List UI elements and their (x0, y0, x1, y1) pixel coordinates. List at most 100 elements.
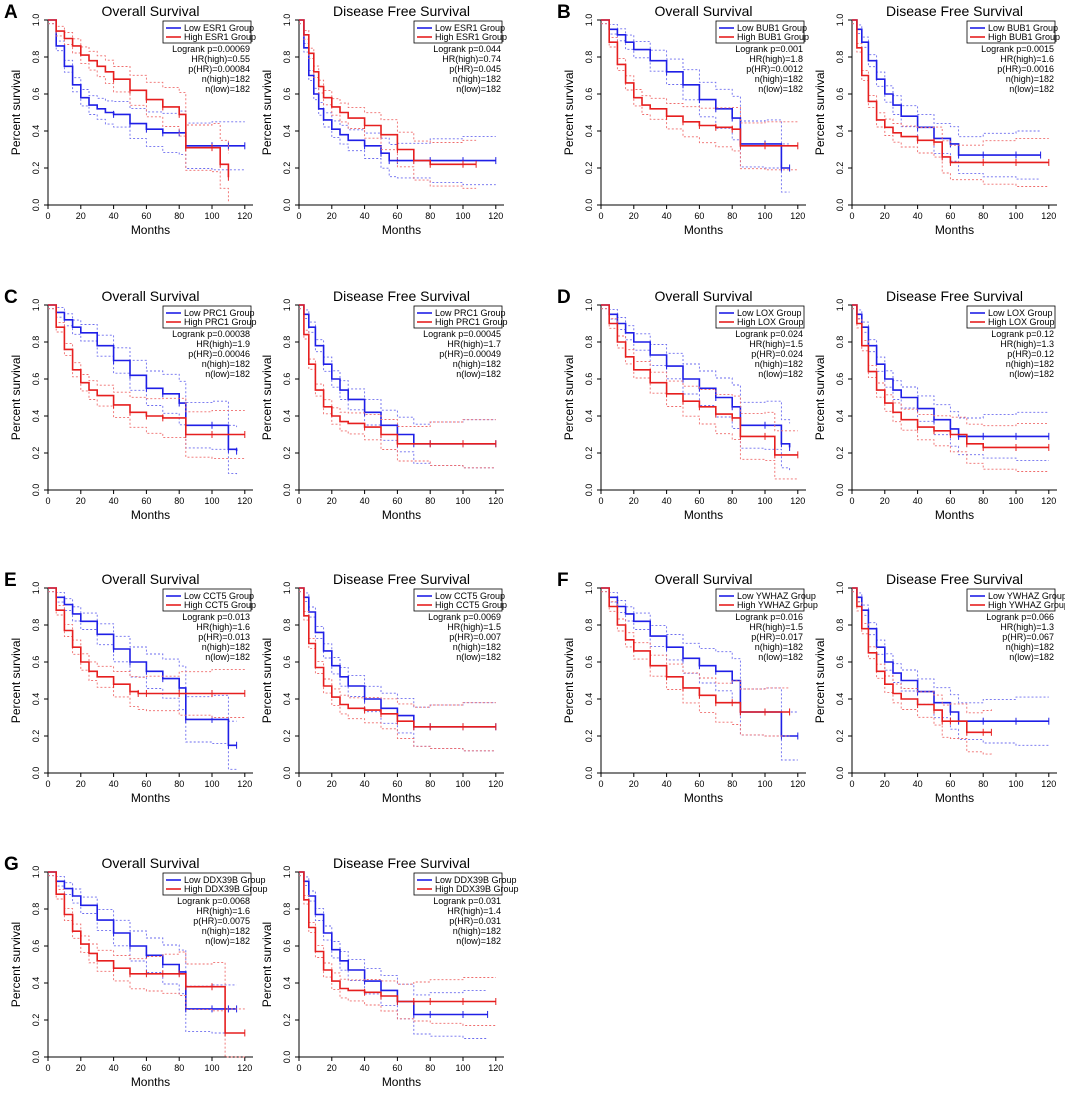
survival-plot: C Overall Survival 0 20 40 60 80 100 120 0.0 0.2 0.… (4, 287, 257, 522)
y-tick-label: 1.0 (31, 299, 41, 312)
high-group-confidence-band (48, 23, 229, 202)
x-tick-label: 40 (913, 779, 923, 789)
stat-text: n(low)=182 (456, 652, 501, 662)
y-tick-label: 0.2 (584, 730, 594, 743)
y-axis-label: Percent survival (260, 355, 274, 440)
stat-text: n(low)=182 (758, 369, 803, 379)
y-tick-label: 0.6 (282, 940, 292, 953)
x-tick-label: 0 (598, 496, 603, 506)
x-tick-label: 40 (360, 496, 370, 506)
stat-text: Logrank p=0.066 (986, 612, 1054, 622)
y-tick-label: 1.0 (835, 582, 845, 595)
legend-label: High LOX Group (737, 317, 804, 327)
stat-text: n(high)=182 (755, 74, 803, 84)
stat-text: n(low)=182 (1009, 369, 1054, 379)
stat-text: n(high)=182 (755, 359, 803, 369)
x-tick-label: 0 (45, 496, 50, 506)
x-tick-label: 100 (455, 496, 470, 506)
x-tick-label: 60 (694, 779, 704, 789)
legend-label: Low CCT5 Group (184, 591, 254, 601)
y-tick-label: 0.6 (584, 656, 594, 669)
stat-text: p(HR)=0.12 (1007, 349, 1054, 359)
x-tick-label: 100 (757, 496, 772, 506)
stat-text: p(HR)=0.00049 (439, 349, 501, 359)
y-tick-label: 0.4 (282, 693, 292, 706)
y-tick-label: 0.0 (584, 484, 594, 497)
plot-title: Disease Free Survival (886, 3, 1023, 19)
low-group-confidence-band (299, 304, 496, 425)
stat-text: n(high)=182 (453, 74, 501, 84)
high-group-confidence-band (601, 308, 798, 480)
y-tick-label: 1.0 (282, 14, 292, 27)
stat-text: p(HR)=0.024 (751, 349, 803, 359)
high-group-confidence-band (48, 875, 245, 1058)
low-group-confidence-band (852, 23, 1041, 180)
x-tick-label: 100 (1008, 779, 1023, 789)
x-tick-label: 100 (204, 779, 219, 789)
stat-text: p(HR)=0.013 (198, 632, 250, 642)
y-tick-label: 0.2 (31, 1014, 41, 1027)
x-tick-label: 120 (1041, 496, 1056, 506)
x-tick-label: 0 (849, 779, 854, 789)
low-group-confidence-band (299, 871, 488, 996)
survival-plot: Disease Free Survival 0 20 40 60 80 100 120 0.0 0… (813, 288, 1057, 522)
x-tick-label: 80 (978, 211, 988, 221)
survival-plot: Disease Free Survival 0 20 40 60 80 100 120 0.0 0… (260, 571, 507, 805)
low-group-confidence-band (299, 308, 496, 469)
x-tick-label: 20 (76, 496, 86, 506)
x-tick-label: 0 (296, 779, 301, 789)
high-group-confidence-band (299, 19, 477, 143)
x-axis-label: Months (935, 508, 974, 522)
y-tick-label: 0.0 (31, 767, 41, 780)
legend-box (162, 305, 252, 329)
y-axis-label: Percent survival (813, 70, 827, 155)
x-axis-label: Months (382, 1075, 421, 1089)
x-axis-label: Months (684, 223, 723, 237)
legend-label: High LOX Group (988, 317, 1055, 327)
stat-text: n(high)=182 (453, 926, 501, 936)
low-group-confidence-band (48, 591, 237, 770)
plot-title: Overall Survival (654, 288, 752, 304)
y-tick-label: 0.4 (31, 410, 41, 423)
legend-label: High YWHAZ Group (988, 600, 1065, 610)
y-axis-label: Percent survival (9, 922, 23, 1007)
high-group-confidence-band (48, 19, 229, 154)
stat-text: HR(high)=1.5 (749, 622, 803, 632)
x-tick-label: 40 (913, 211, 923, 221)
x-tick-label: 80 (425, 779, 435, 789)
x-tick-label: 100 (1008, 211, 1023, 221)
y-tick-label: 0.0 (31, 484, 41, 497)
stat-text: Logrank p=0.013 (182, 612, 250, 622)
x-axis-label: Months (131, 1075, 170, 1089)
high-group-confidence-band (299, 591, 496, 752)
x-tick-label: 80 (174, 1063, 184, 1073)
y-tick-label: 0.2 (282, 1014, 292, 1027)
high-group-confidence-band (852, 591, 992, 756)
legend-box (162, 20, 252, 44)
low-group-survival-curve (48, 587, 237, 747)
survival-plot: F Overall Survival 0 20 40 60 80 100 120 0.0 0.2 0.… (557, 570, 818, 805)
legend-label: Low BUB1 Group (988, 23, 1058, 33)
y-tick-label: 0.8 (584, 336, 594, 349)
y-tick-label: 0.0 (835, 484, 845, 497)
stat-text: Logrank p=0.001 (735, 44, 803, 54)
stat-text: Logrank p=0.0069 (428, 612, 501, 622)
legend-label: Low YWHAZ Group (988, 591, 1065, 601)
stat-text: n(low)=182 (205, 652, 250, 662)
y-tick-label: 1.0 (282, 299, 292, 312)
stat-text: HR(high)=1.5 (447, 622, 501, 632)
x-tick-label: 40 (360, 779, 370, 789)
stat-text: HR(high)=1.4 (447, 906, 501, 916)
x-axis-label: Months (382, 791, 421, 805)
legend-label: Low LOX Group (988, 308, 1053, 318)
y-tick-label: 0.8 (31, 336, 41, 349)
y-tick-label: 0.4 (31, 977, 41, 990)
stat-text: n(high)=182 (453, 642, 501, 652)
x-tick-label: 20 (76, 1063, 86, 1073)
panel-letter: B (557, 2, 571, 23)
y-tick-label: 0.0 (282, 484, 292, 497)
y-axis-label: Percent survival (260, 638, 274, 723)
high-group-confidence-band (852, 23, 1049, 187)
y-tick-label: 0.6 (835, 656, 845, 669)
